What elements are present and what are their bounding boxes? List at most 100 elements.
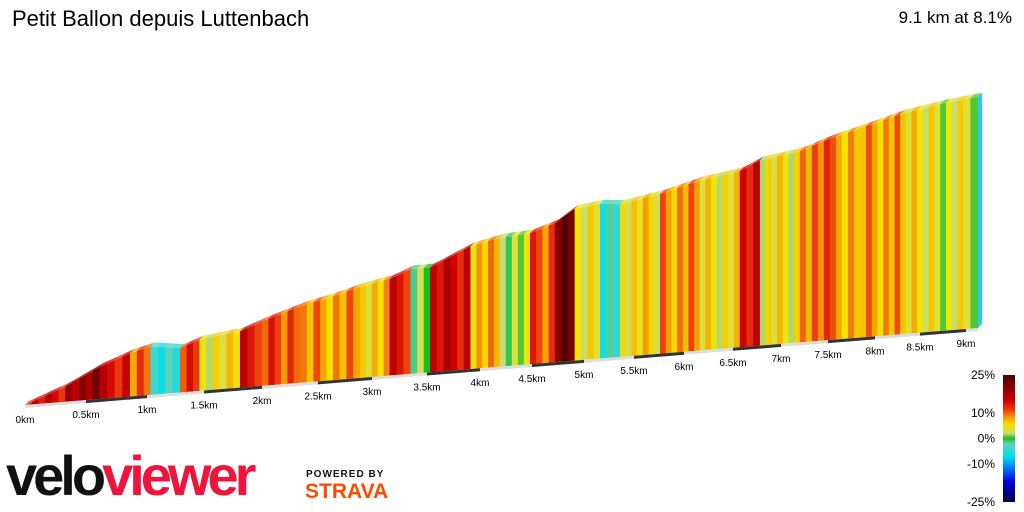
x-tick-label: 8km <box>866 346 885 357</box>
profile-top-face <box>72 374 84 383</box>
profile-segment <box>85 370 93 401</box>
profile-segment <box>511 235 519 366</box>
profile-segment <box>631 199 638 357</box>
profile-top-face <box>883 114 894 121</box>
profile-segments <box>25 92 983 405</box>
profile-top-face <box>970 92 983 99</box>
profile-top-face <box>606 199 618 204</box>
profile-segment <box>711 176 718 350</box>
profile-top-face <box>829 132 841 139</box>
profile-segment <box>694 180 701 351</box>
profile-segment <box>320 298 328 382</box>
profile-top-face <box>430 259 442 268</box>
profile-top-face <box>443 252 455 261</box>
profile-segment <box>482 241 489 369</box>
profile-top-face <box>226 328 238 335</box>
profile-top-face <box>219 330 231 336</box>
profile-segment <box>746 163 754 347</box>
profile-top-face <box>671 184 682 191</box>
profile-segment <box>122 353 131 398</box>
logo-viewer: viewer <box>102 444 256 507</box>
x-tick-label: 8.5km <box>906 343 933 354</box>
strava-logo[interactable]: STRAVA <box>305 480 389 503</box>
profile-segment <box>206 336 214 391</box>
profile-segment <box>114 356 123 398</box>
profile-segment <box>186 342 194 392</box>
legend-label: -10% <box>967 457 995 471</box>
profile-top-face <box>688 178 699 185</box>
legend-label: -25% <box>967 495 995 509</box>
profile-segment <box>383 278 390 377</box>
veloviewer-logo[interactable]: veloviewer <box>6 444 256 507</box>
distance-band <box>920 328 966 336</box>
x-tick-label: 9km <box>957 339 976 350</box>
profile-top-face <box>554 214 566 224</box>
profile-top-face <box>771 152 782 158</box>
profile-segment <box>281 311 288 385</box>
x-tick-label: 3.5km <box>413 383 440 394</box>
profile-segment <box>136 348 145 396</box>
profile-top-face <box>587 201 599 207</box>
profile-segment <box>688 182 695 352</box>
profile-segment <box>699 179 706 351</box>
profile-segment <box>417 268 425 374</box>
profile-top-face <box>389 271 401 280</box>
profile-top-face <box>107 355 120 364</box>
profile-segment <box>262 318 269 386</box>
profile-top-face <box>957 95 968 101</box>
profile-top-face <box>631 195 642 202</box>
distance-band <box>532 359 584 368</box>
profile-top-face <box>841 128 853 135</box>
profile-top-face <box>777 151 788 157</box>
profile-top-face <box>254 317 267 325</box>
profile-top-face <box>711 172 722 178</box>
x-tick-label: 7km <box>772 354 791 365</box>
profile-segment <box>753 160 761 347</box>
profile-top-face <box>753 156 765 164</box>
profile-top-face <box>905 107 916 113</box>
profile-top-face <box>38 391 50 399</box>
x-tick-label: 0km <box>16 415 35 426</box>
profile-segment <box>219 334 227 390</box>
profile-top-face <box>900 108 911 115</box>
profile-segment <box>722 173 729 349</box>
x-tick-label: 5km <box>575 370 594 381</box>
x-tick-label: 0.5km <box>72 410 99 421</box>
profile-top-face <box>339 287 351 295</box>
profile-top-face <box>963 94 975 100</box>
legend-label: 10% <box>971 406 995 420</box>
profile-top-face <box>476 238 487 245</box>
profile-top-face <box>45 388 57 396</box>
profile-segment <box>859 126 867 338</box>
profile-top-face <box>625 197 636 203</box>
profile-segment <box>817 141 825 341</box>
profile-segment <box>642 196 649 356</box>
gradient-legend-bar <box>1003 375 1015 502</box>
profile-top-face <box>677 182 688 189</box>
profile-segment <box>835 134 843 340</box>
profile-top-face <box>377 276 389 283</box>
profile-segment <box>377 280 385 377</box>
profile-top-face <box>928 101 939 107</box>
profile-top-face <box>523 229 535 235</box>
profile-top-face <box>457 245 469 254</box>
profile-segment <box>883 118 890 336</box>
profile-segment <box>625 201 632 357</box>
profile-top-face <box>199 334 211 340</box>
profile-segment <box>536 228 543 364</box>
profile-top-face <box>782 149 793 156</box>
profile-top-face <box>346 285 358 292</box>
profile-top-face <box>65 378 77 387</box>
profile-top-face <box>493 233 505 240</box>
profile-segment <box>788 152 795 344</box>
profile-segment <box>450 253 458 371</box>
profile-top-face <box>911 105 922 112</box>
profile-segment <box>274 313 282 385</box>
profile-top-face <box>894 110 905 117</box>
profile-segment <box>346 289 354 380</box>
profile-top-face <box>436 256 449 265</box>
profile-segment <box>78 374 87 401</box>
profile-top-face <box>78 370 91 379</box>
profile-segment <box>180 345 187 393</box>
profile-segment <box>934 103 941 332</box>
